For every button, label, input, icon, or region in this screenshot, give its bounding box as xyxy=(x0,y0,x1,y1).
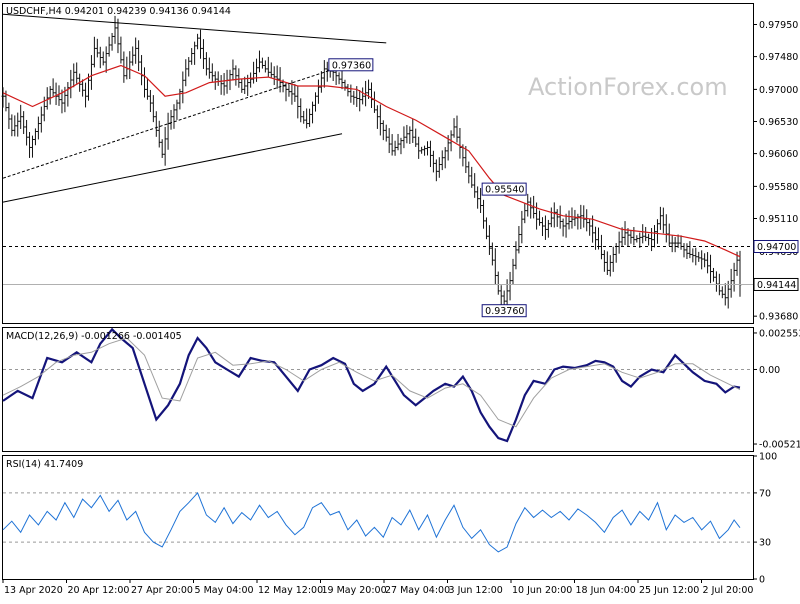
macd-series-macd xyxy=(2,327,741,443)
macd-series-signal xyxy=(2,337,741,428)
time-axis-label: 10 Jun 20:00 xyxy=(512,585,572,596)
time-axis-label: 18 Jun 04:00 xyxy=(576,585,636,596)
price-axis-label: 0.95110 xyxy=(759,214,798,225)
time-axis-label: 12 May 12:00 xyxy=(258,585,323,596)
trendline-lower xyxy=(2,133,343,203)
price-axis-highlight-label: 0.94700 xyxy=(757,242,796,253)
level-annotation-box xyxy=(481,304,527,318)
price-axis-highlight-label: 0.94144 xyxy=(757,280,796,291)
time-axis-label: 2 Jul 20:00 xyxy=(703,585,754,596)
price-axis-label: 0.95580 xyxy=(759,182,798,193)
rsi-axis-label: 30 xyxy=(759,538,771,549)
rsi-series xyxy=(2,491,741,553)
time-axis-label: 19 May 20:00 xyxy=(322,585,387,596)
current-price-box xyxy=(753,277,799,291)
time-axis-label: 5 May 04:00 xyxy=(195,585,254,596)
price-axis-label: 0.96060 xyxy=(759,149,798,160)
price-axis-label: 0.97000 xyxy=(759,85,798,96)
time-axis-label: 25 Jun 12:00 xyxy=(639,585,699,596)
macd-layer xyxy=(2,327,753,443)
macd-axis-label: 0.00 xyxy=(759,365,780,376)
price-panel-title: USDCHF,H4 0.94201 0.94239 0.94136 0.9414… xyxy=(6,6,231,17)
moving-average-line xyxy=(2,64,741,258)
rsi-panel-frame xyxy=(2,455,754,580)
rsi-axis-label: 70 xyxy=(759,488,771,499)
axis-layer: 0.97950 0.97480 0.97000 0.96530 0.96060 0.955… xyxy=(2,20,800,596)
rsi-layer xyxy=(2,491,753,553)
trendline-dashed xyxy=(2,62,352,179)
price-layer: 0.97360 0.95540 0.93760 xyxy=(1,13,753,318)
level-annotation: 0.93760 xyxy=(485,306,524,317)
time-axis-label: 27 May 04:00 xyxy=(385,585,450,596)
rsi-axis-label: 100 xyxy=(759,452,777,463)
time-axis-label: 3 Jun 12:00 xyxy=(449,585,503,596)
level-annotation: 0.97360 xyxy=(332,60,371,71)
level-price-box xyxy=(753,239,799,253)
price-axis-label: 0.93680 xyxy=(759,312,798,323)
time-axis-label: 20 Apr 12:00 xyxy=(68,585,130,596)
rsi-panel-title: RSI(14) 41.7409 xyxy=(6,459,83,470)
macd-axis-label: 0.002553 xyxy=(759,328,800,339)
macd-panel-frame xyxy=(2,327,754,452)
rsi-axis-label: 0 xyxy=(759,575,765,586)
trendline-upper xyxy=(2,13,387,44)
time-axis-label: 13 Apr 2020 xyxy=(4,585,63,596)
level-annotation-box xyxy=(481,182,527,196)
macd-panel-title: MACD(12,26,9) -0.001266 -0.001405 xyxy=(6,331,182,342)
price-axis-label: 0.96530 xyxy=(759,117,798,128)
price-axis-label: 0.97950 xyxy=(759,20,798,31)
macd-axis-label: -0.005212 xyxy=(759,440,800,451)
time-axis-label: 27 Apr 20:00 xyxy=(131,585,193,596)
price-axis-label: 0.97480 xyxy=(759,52,798,63)
level-annotation: 0.95540 xyxy=(485,185,524,196)
price-panel-frame xyxy=(2,3,754,324)
level-annotation-box xyxy=(328,58,374,72)
watermark: ActionForex.com xyxy=(528,73,728,101)
